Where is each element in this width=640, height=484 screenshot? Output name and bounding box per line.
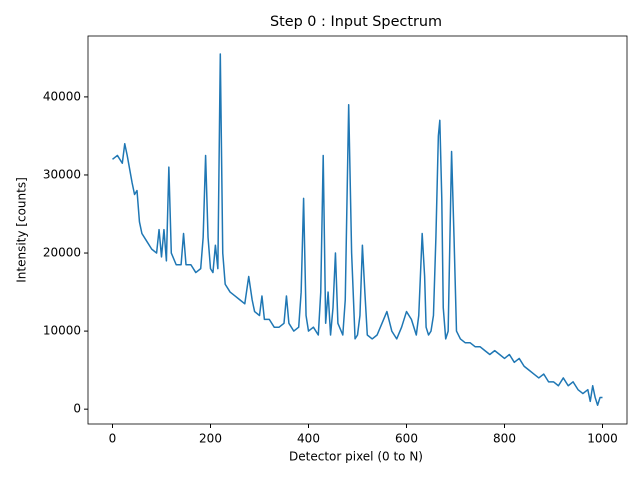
y-tick-label: 0 — [73, 402, 81, 416]
y-axis-label: Intensity [counts] — [15, 177, 29, 283]
axes-frame — [87, 35, 628, 425]
x-axis-label: Detector pixel (0 to N) — [289, 450, 423, 464]
x-tick-label: 0 — [109, 432, 117, 446]
y-tick-label: 40000 — [43, 89, 81, 103]
x-tick-label: 400 — [297, 432, 320, 446]
line-series — [112, 53, 603, 407]
x-tick-label: 600 — [395, 432, 418, 446]
x-tick-label: 800 — [493, 432, 516, 446]
y-tick-label: 30000 — [43, 167, 81, 181]
chart-title: Step 0 : Input Spectrum — [270, 14, 442, 30]
x-tick-label: 1000 — [587, 432, 618, 446]
y-tick-label: 10000 — [43, 324, 81, 338]
y-tick-label: 20000 — [43, 246, 81, 260]
x-tick-label: 200 — [199, 432, 222, 446]
